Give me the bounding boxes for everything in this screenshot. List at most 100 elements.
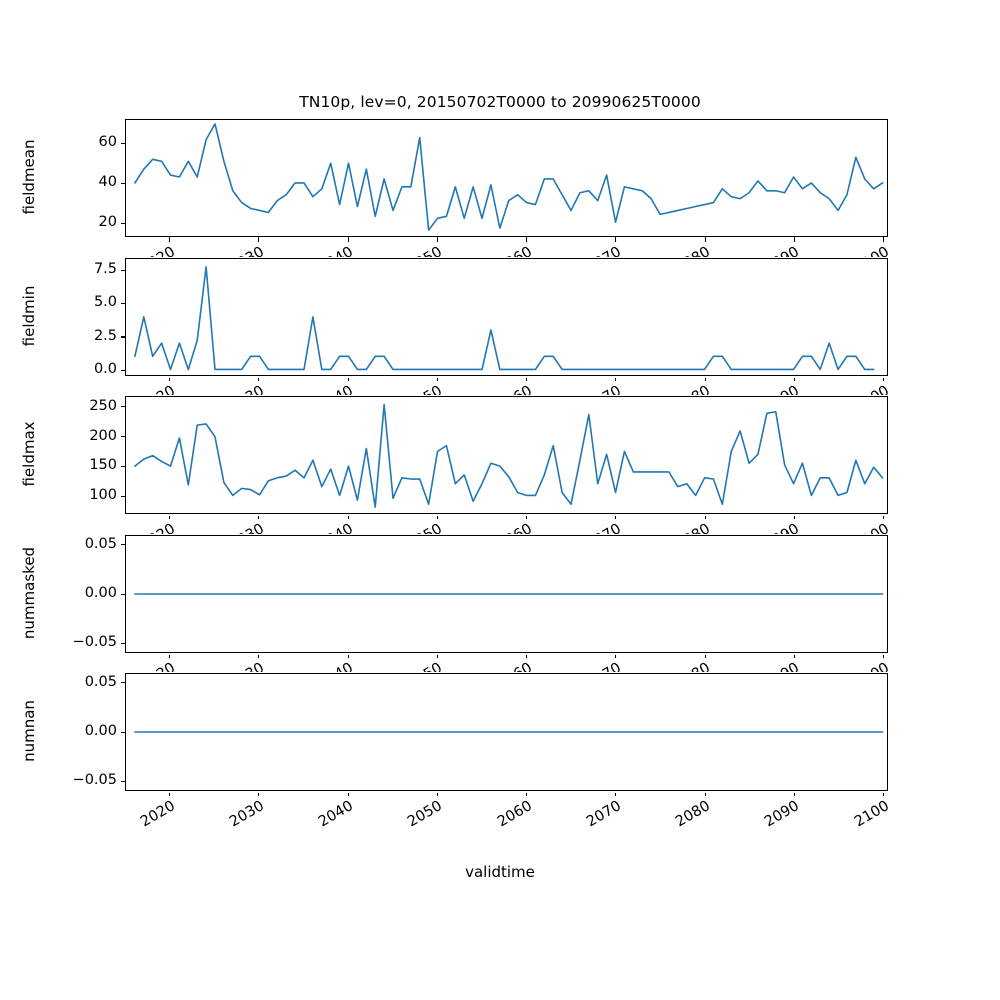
x-tick-mark (169, 791, 171, 796)
y-tick-mark (120, 436, 125, 438)
y-tick-mark (120, 642, 125, 644)
axes-frame (125, 396, 888, 514)
x-tick-mark (615, 791, 617, 796)
x-tick-mark (883, 514, 885, 519)
x-tick-mark (347, 237, 349, 242)
x-tick-mark (615, 514, 617, 519)
y-tick-mark (120, 182, 125, 184)
subplot-fieldmin (125, 258, 888, 376)
x-tick-mark (169, 514, 171, 519)
x-tick-mark (615, 653, 617, 658)
x-tick-mark (169, 653, 171, 658)
y-tick-label: 20 (98, 214, 117, 230)
y-tick-label: 150 (89, 457, 117, 474)
subplot-numnan (125, 673, 888, 791)
x-tick-mark (793, 514, 795, 519)
x-tick-label: 2060 (494, 798, 535, 831)
y-tick-label: 5.0 (93, 294, 117, 311)
y-axis-label-numnan: numnan (20, 700, 38, 762)
x-axis-label: validtime (465, 863, 535, 881)
y-tick-mark (120, 302, 125, 305)
data-line-fieldmean (126, 120, 887, 236)
x-tick-mark (883, 653, 885, 658)
y-tick-mark (120, 495, 125, 497)
y-tick-mark (120, 682, 125, 684)
y-tick-label: 0.05 (84, 535, 117, 552)
x-tick-label: 2100 (851, 798, 892, 831)
y-tick-label: 2.5 (93, 327, 117, 344)
y-tick-mark (120, 780, 125, 782)
x-tick-label: 2090 (762, 798, 803, 831)
y-tick-mark (120, 222, 125, 224)
x-tick-mark (704, 791, 706, 796)
x-tick-mark (258, 514, 260, 519)
x-tick-mark (258, 791, 260, 796)
y-tick-label: 250 (89, 397, 117, 414)
y-tick-label: 0.0 (93, 361, 117, 378)
y-tick-mark (120, 544, 125, 546)
x-tick-mark (883, 237, 885, 242)
x-tick-mark (793, 653, 795, 658)
y-tick-mark (120, 593, 125, 595)
y-axis-label-fieldmean: fieldmean (20, 139, 38, 215)
data-line-nummasked (126, 536, 887, 652)
x-tick-mark (258, 376, 260, 381)
x-tick-mark (704, 653, 706, 658)
y-tick-label: −0.05 (72, 634, 117, 651)
y-tick-label: 0.00 (84, 585, 117, 601)
y-axis-label-fieldmax: fieldmax (20, 421, 38, 487)
data-line-fieldmax (126, 397, 887, 513)
x-tick-mark (615, 376, 617, 381)
data-line-numnan (126, 674, 887, 790)
x-tick-label: 2030 (226, 798, 267, 831)
y-tick-label: 60 (98, 134, 117, 150)
x-tick-mark (258, 237, 260, 242)
x-tick-mark (615, 237, 617, 242)
subplot-fieldmean (125, 119, 888, 237)
x-tick-mark (169, 237, 171, 242)
y-tick-label: 100 (89, 487, 117, 504)
y-tick-mark (120, 369, 125, 371)
x-tick-mark (258, 653, 260, 658)
x-tick-mark (436, 653, 438, 658)
y-tick-mark (120, 731, 125, 733)
y-tick-mark (120, 336, 125, 338)
figure-title: TN10p, lev=0, 20150702T0000 to 20990625T… (299, 93, 701, 111)
y-tick-mark (120, 269, 125, 271)
x-tick-mark (169, 376, 171, 381)
x-tick-mark (883, 376, 885, 381)
subplot-nummasked (125, 535, 888, 653)
x-tick-label: 2020 (137, 798, 178, 831)
x-tick-mark (526, 653, 528, 658)
y-tick-label: −0.05 (72, 772, 117, 789)
y-axis-label-nummasked: nummasked (20, 546, 38, 640)
x-tick-mark (347, 514, 349, 519)
panel-occluder (0, 394, 1000, 516)
y-tick-label: 200 (89, 427, 117, 444)
x-tick-mark (436, 376, 438, 381)
x-tick-mark (704, 376, 706, 381)
x-tick-mark (526, 376, 528, 381)
axes-frame (125, 119, 888, 237)
x-tick-label: 2080 (673, 798, 714, 831)
x-tick-mark (793, 376, 795, 381)
y-tick-label: 40 (98, 174, 117, 190)
x-tick-mark (526, 791, 528, 796)
x-tick-mark (704, 237, 706, 242)
subplot-fieldmax (125, 396, 888, 514)
x-tick-mark (436, 237, 438, 242)
axes-frame (125, 258, 888, 376)
axes-frame (125, 535, 888, 653)
x-tick-mark (436, 791, 438, 796)
x-tick-mark (526, 514, 528, 519)
x-tick-mark (526, 237, 528, 242)
x-tick-mark (793, 791, 795, 796)
x-tick-mark (436, 514, 438, 519)
x-tick-label: 2040 (316, 798, 357, 831)
y-axis-label-fieldmin: fieldmin (20, 285, 38, 347)
x-tick-label: 2050 (405, 798, 446, 831)
x-tick-label: 2070 (583, 798, 624, 831)
axes-frame (125, 673, 888, 791)
y-tick-label: 0.05 (84, 673, 117, 690)
